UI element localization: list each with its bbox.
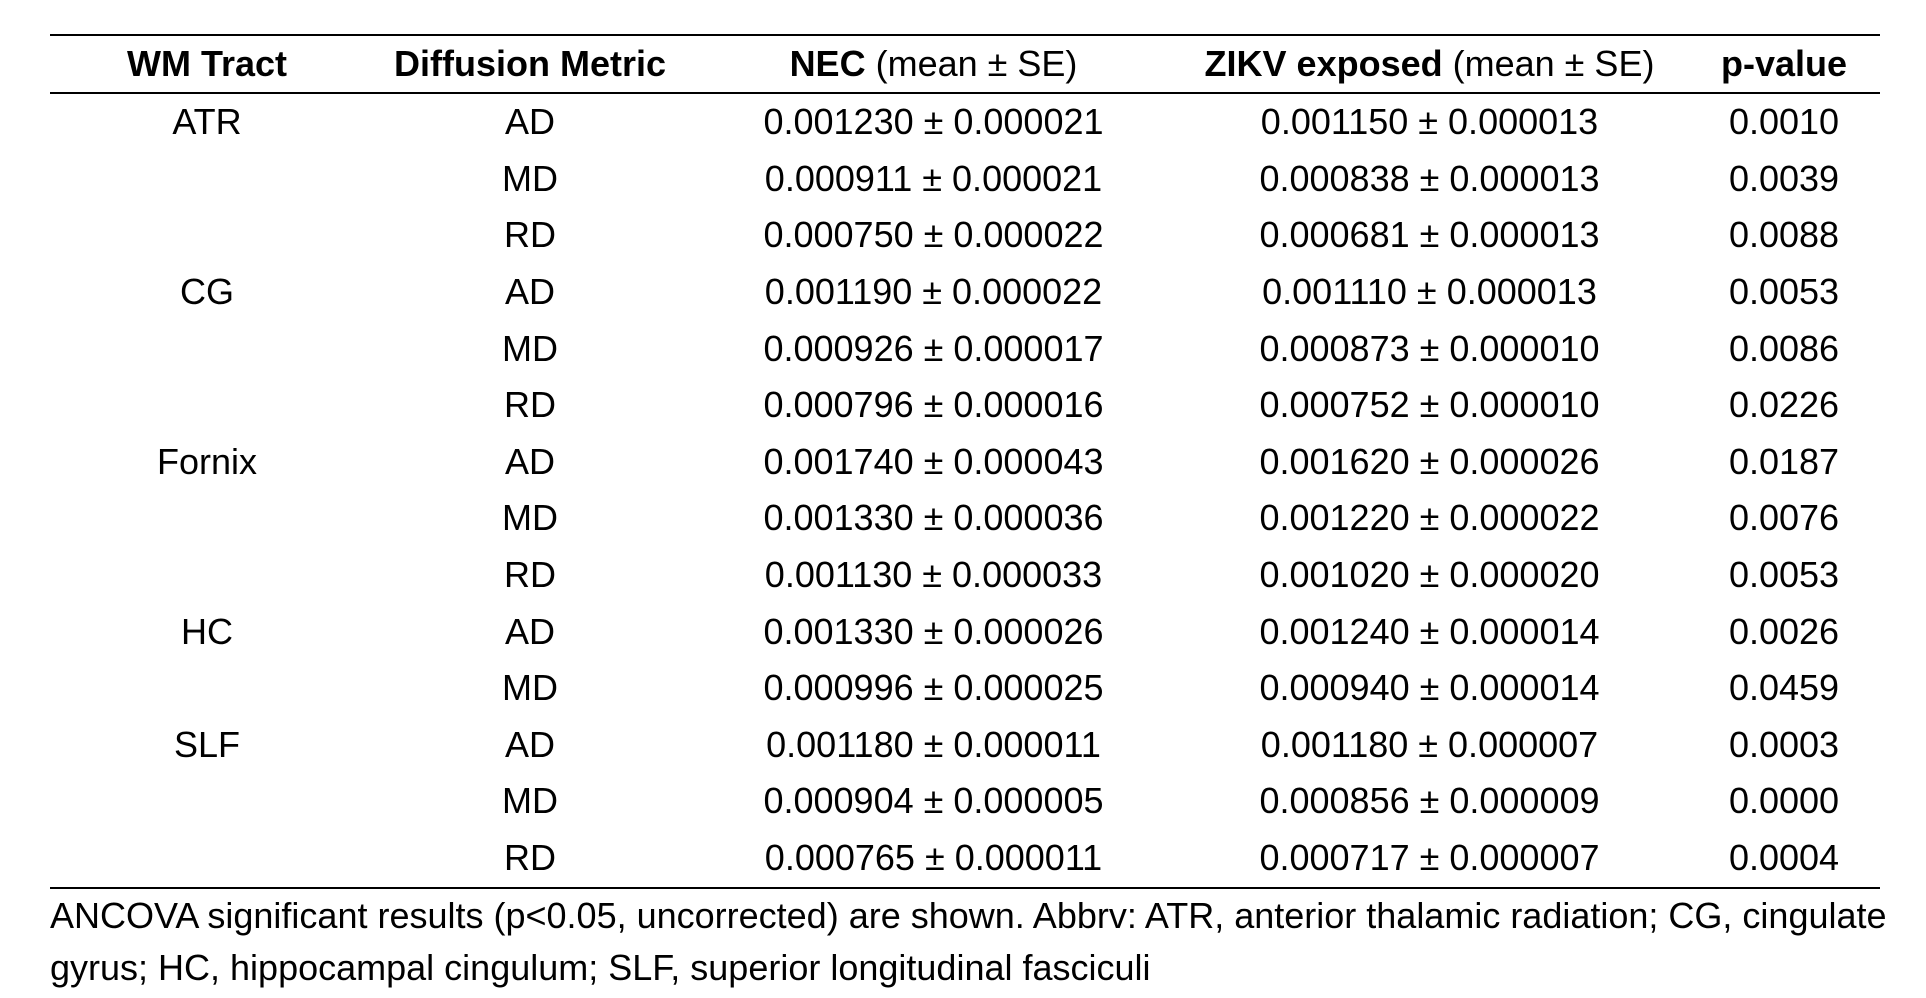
cell-nec-value: 0.000926 ± 0.000017 xyxy=(763,327,1104,369)
header-wm-tract: WM Tract xyxy=(126,43,287,84)
cell-p-value: 0.0086 xyxy=(1728,327,1840,369)
cell-zikv-value: 0.000873 ± 0.000010 xyxy=(1259,327,1600,369)
cell-nec-value: 0.001330 ± 0.000036 xyxy=(763,497,1104,539)
cell-zikv-value: 0.001110 ± 0.000013 xyxy=(1262,271,1597,313)
cell-zikv-value: 0.000838 ± 0.000013 xyxy=(1259,157,1600,199)
table-bottom-rule xyxy=(50,887,1880,889)
cell-nec-value: 0.001230 ± 0.000021 xyxy=(763,101,1104,143)
table-row: HC AD 0.001330 ± 0.000026 0.001240 ± 0.0000… xyxy=(50,603,1880,660)
cell-wm-tract: HC xyxy=(181,610,233,652)
cell-diffusion-metric: MD xyxy=(502,327,558,369)
header-p-value: p-value xyxy=(1720,43,1848,84)
cell-zikv-value: 0.001620 ± 0.000026 xyxy=(1259,440,1600,482)
cell-diffusion-metric: RD xyxy=(504,384,556,426)
cell-p-value: 0.0039 xyxy=(1728,157,1840,199)
cell-zikv-value: 0.000940 ± 0.000014 xyxy=(1259,667,1600,709)
cell-nec-value: 0.000911 ± 0.000021 xyxy=(764,157,1103,199)
cell-nec-value: 0.001130 ± 0.000033 xyxy=(764,554,1103,596)
cell-wm-tract: Fornix xyxy=(156,440,258,482)
cell-nec-value: 0.000765 ± 0.000011 xyxy=(764,837,1103,879)
table-top-rule xyxy=(50,34,1880,36)
table-row: RD 0.001130 ± 0.000033 0.001020 ± 0.000020… xyxy=(50,547,1880,604)
cell-nec-value: 0.001740 ± 0.000043 xyxy=(763,440,1104,482)
table-row: MD 0.000904 ± 0.000005 0.000856 ± 0.000009… xyxy=(50,773,1880,830)
cell-zikv-value: 0.001180 ± 0.000007 xyxy=(1260,723,1599,765)
table-row: ATR AD 0.001230 ± 0.000021 0.001150 ± 0.000… xyxy=(50,94,1880,151)
cell-p-value: 0.0000 xyxy=(1728,780,1840,822)
cell-wm-tract: SLF xyxy=(173,723,241,765)
cell-nec-value: 0.000750 ± 0.000022 xyxy=(763,214,1104,256)
cell-zikv-value: 0.001240 ± 0.000014 xyxy=(1259,610,1600,652)
header-zikv-label: ZIKV exposed xyxy=(1204,43,1443,84)
cell-diffusion-metric: MD xyxy=(502,667,558,709)
cell-diffusion-metric: MD xyxy=(502,497,558,539)
cell-nec-value: 0.001330 ± 0.000026 xyxy=(763,610,1104,652)
table-header-row: WM Tract Diffusion Metric NEC (mean ± SE… xyxy=(50,36,1880,92)
cell-zikv-value: 0.001220 ± 0.000022 xyxy=(1259,497,1600,539)
cell-nec-value: 0.000796 ± 0.000016 xyxy=(763,384,1104,426)
cell-diffusion-metric: RD xyxy=(504,837,556,879)
header-diffusion-metric: Diffusion Metric xyxy=(393,43,666,84)
header-nec-unit: (mean ± SE) xyxy=(875,43,1078,84)
table-row: CG AD 0.001190 ± 0.000022 0.001110 ± 0.0000… xyxy=(50,264,1880,321)
cell-diffusion-metric: AD xyxy=(504,101,555,143)
cell-zikv-value: 0.001150 ± 0.000013 xyxy=(1260,101,1599,143)
cell-diffusion-metric: AD xyxy=(504,610,555,652)
cell-diffusion-metric: RD xyxy=(504,214,556,256)
cell-wm-tract: ATR xyxy=(172,101,242,143)
table-row: MD 0.001330 ± 0.000036 0.001220 ± 0.000022… xyxy=(50,490,1880,547)
cell-p-value: 0.0003 xyxy=(1728,723,1840,765)
cell-zikv-value: 0.000856 ± 0.000009 xyxy=(1259,780,1600,822)
cell-p-value: 0.0053 xyxy=(1728,271,1840,313)
cell-diffusion-metric: AD xyxy=(504,271,555,313)
cell-zikv-value: 0.000752 ± 0.000010 xyxy=(1259,384,1600,426)
cell-zikv-value: 0.001020 ± 0.000020 xyxy=(1259,554,1600,596)
table-footnote: ANCOVA significant results (p<0.05, unco… xyxy=(50,895,1887,988)
cell-diffusion-metric: MD xyxy=(502,780,558,822)
cell-p-value: 0.0088 xyxy=(1728,214,1840,256)
cell-nec-value: 0.001190 ± 0.000022 xyxy=(764,271,1103,313)
header-nec-label: NEC xyxy=(789,43,866,84)
cell-p-value: 0.0010 xyxy=(1728,101,1840,143)
cell-diffusion-metric: AD xyxy=(504,440,555,482)
table-row: RD 0.000750 ± 0.000022 0.000681 ± 0.000013… xyxy=(50,207,1880,264)
cell-nec-value: 0.000996 ± 0.000025 xyxy=(763,667,1104,709)
table-row: SLF AD 0.001180 ± 0.000011 0.001180 ± 0.000… xyxy=(50,717,1880,774)
table-row: MD 0.000911 ± 0.000021 0.000838 ± 0.000013… xyxy=(50,151,1880,208)
cell-p-value: 0.0053 xyxy=(1728,554,1840,596)
cell-p-value: 0.0026 xyxy=(1728,610,1840,652)
header-nec: NEC (mean ± SE) xyxy=(696,43,1171,85)
cell-zikv-value: 0.000717 ± 0.000007 xyxy=(1259,837,1600,879)
table-header-rule xyxy=(50,92,1880,94)
table-row: MD 0.000996 ± 0.000025 0.000940 ± 0.000014… xyxy=(50,660,1880,717)
cell-p-value: 0.0004 xyxy=(1728,837,1840,879)
cell-nec-value: 0.001180 ± 0.000011 xyxy=(766,723,1101,765)
cell-diffusion-metric: RD xyxy=(504,554,556,596)
table-row: RD 0.000765 ± 0.000011 0.000717 ± 0.000007… xyxy=(50,830,1880,887)
header-zikv-unit: (mean ± SE) xyxy=(1452,43,1655,84)
table-row: MD 0.000926 ± 0.000017 0.000873 ± 0.000010… xyxy=(50,320,1880,377)
cell-diffusion-metric: MD xyxy=(502,157,558,199)
cell-p-value: 0.0226 xyxy=(1728,384,1840,426)
cell-nec-value: 0.000904 ± 0.000005 xyxy=(763,780,1104,822)
cell-p-value: 0.0187 xyxy=(1728,440,1840,482)
table-row: Fornix AD 0.001740 ± 0.000043 0.001620 ± 0.… xyxy=(50,434,1880,491)
cell-wm-tract: CG xyxy=(180,271,234,313)
cell-p-value: 0.0076 xyxy=(1728,497,1840,539)
table-row: RD 0.000796 ± 0.000016 0.000752 ± 0.000010… xyxy=(50,377,1880,434)
cell-zikv-value: 0.000681 ± 0.000013 xyxy=(1259,214,1600,256)
cell-p-value: 0.0459 xyxy=(1728,667,1840,709)
cell-diffusion-metric: AD xyxy=(504,723,555,765)
header-zikv: ZIKV exposed (mean ± SE) xyxy=(1171,43,1688,85)
